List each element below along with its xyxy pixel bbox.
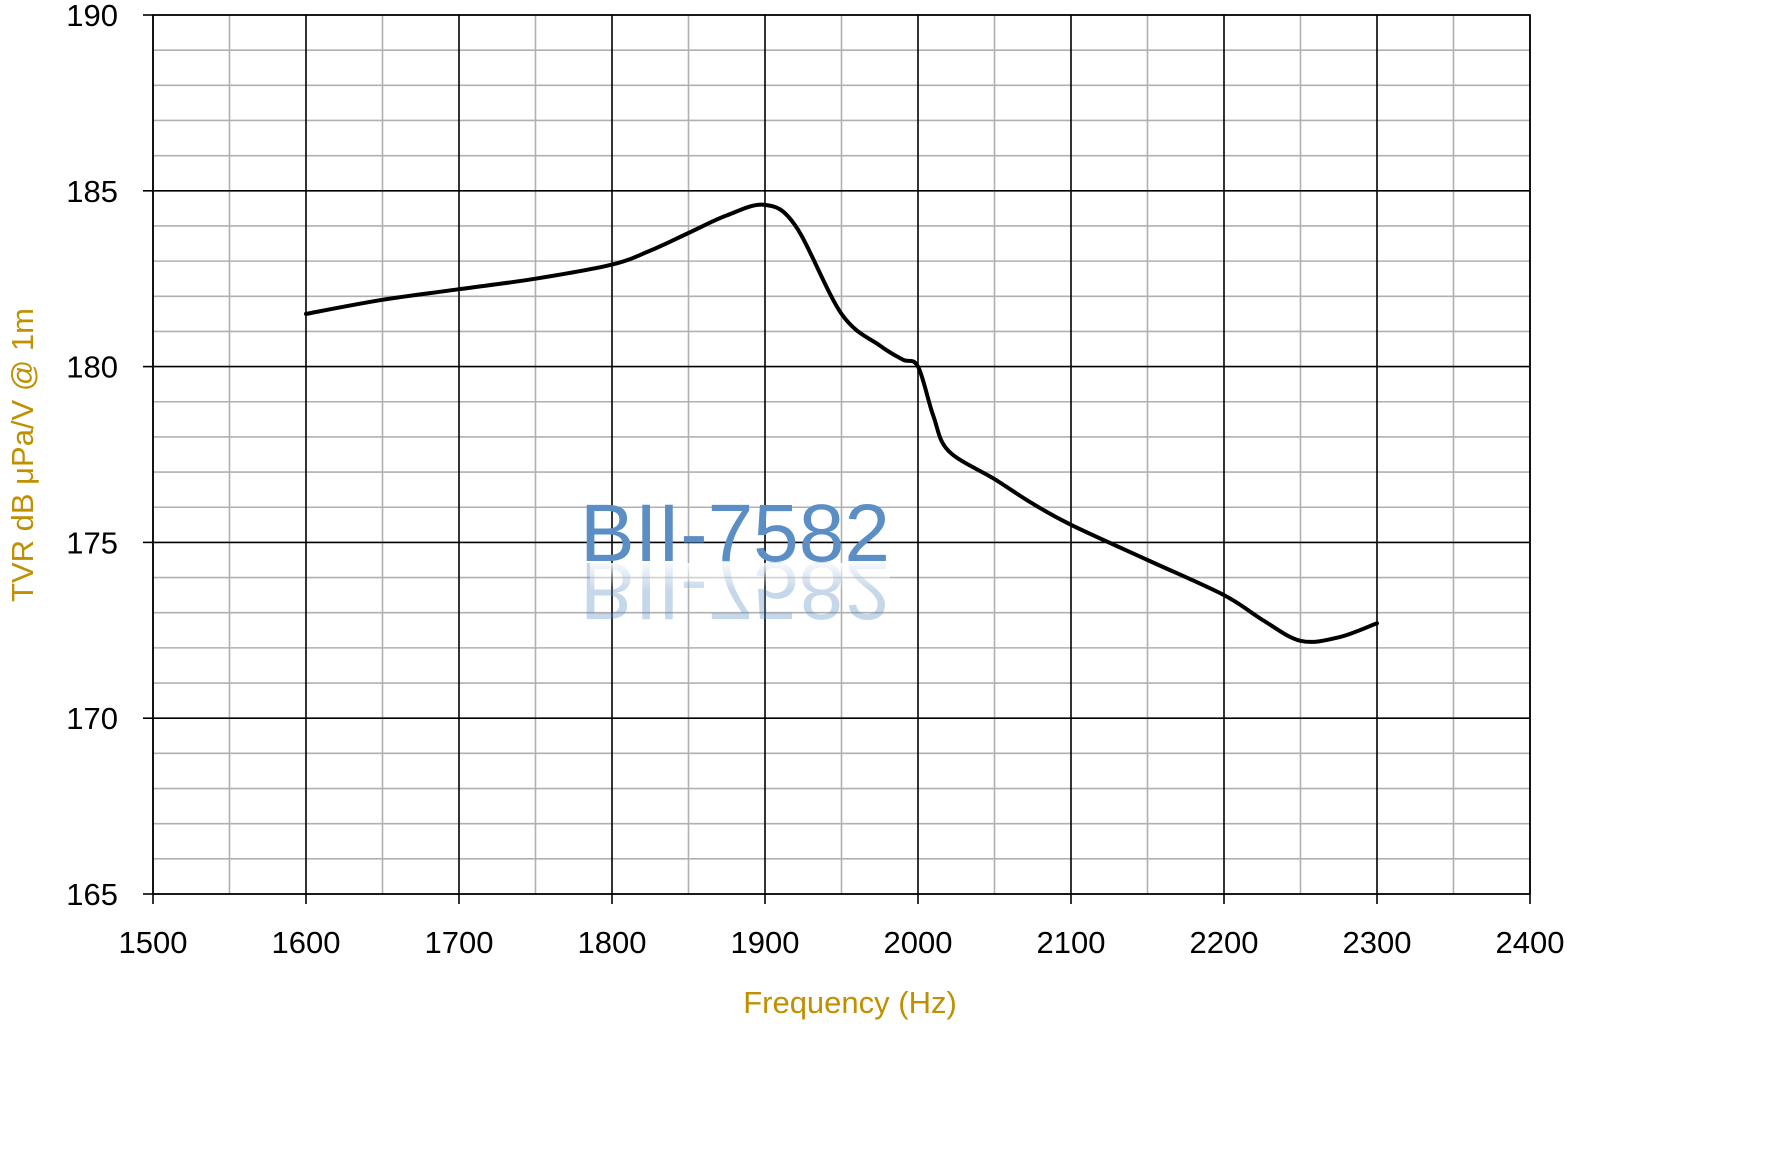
- y-axis-title: TVR dB μPa/V @ 1m: [5, 308, 40, 602]
- watermark-reflection-fade: [590, 563, 890, 591]
- y-tick-label: 180: [66, 350, 118, 385]
- x-tick-label: 1800: [578, 925, 647, 960]
- y-tick-labels: 165 170 175 180 185 190: [66, 0, 118, 912]
- x-tick-label: 2100: [1037, 925, 1106, 960]
- x-tick-label: 1500: [119, 925, 188, 960]
- x-tick-label: 2000: [884, 925, 953, 960]
- y-tick-label: 170: [66, 701, 118, 736]
- minor-grid: [153, 15, 1530, 894]
- y-tick-label: 175: [66, 525, 118, 560]
- y-tick-label: 165: [66, 877, 118, 912]
- plot-area-border: [152, 14, 1531, 895]
- watermark-group: BII-7582 BII-7582: [580, 488, 890, 636]
- x-tick-label: 2300: [1343, 925, 1412, 960]
- x-tick-label: 2400: [1496, 925, 1565, 960]
- x-tick-labels: 1500 1600 1700 1800 1900 2000 2100 2200 2300 2400: [119, 925, 1565, 960]
- y-tick-label: 185: [66, 174, 118, 209]
- x-tick-label: 1900: [731, 925, 800, 960]
- series-layer: [304, 202, 1379, 644]
- x-tick-label: 1600: [272, 925, 341, 960]
- series-line-0: [304, 202, 1379, 644]
- x-axis-title: Frequency (Hz): [743, 985, 957, 1020]
- x-tick-label: 2200: [1190, 925, 1259, 960]
- x-tick-label: 1700: [425, 925, 494, 960]
- axis-ticks: [143, 14, 1531, 904]
- y-tick-label: 190: [66, 0, 118, 33]
